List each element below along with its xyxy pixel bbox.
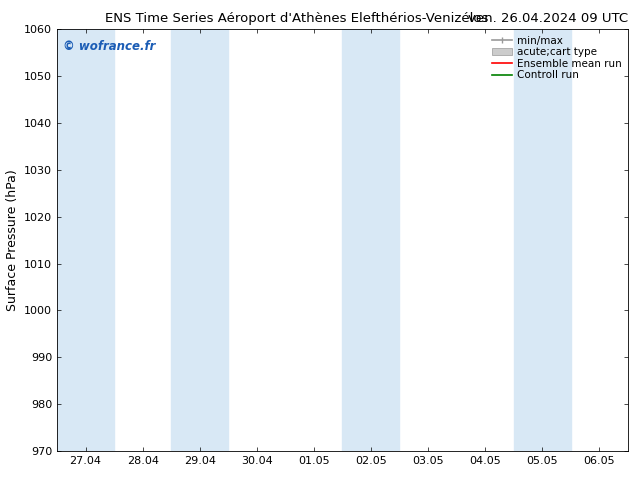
Bar [342, 29, 399, 451]
Text: © wofrance.fr: © wofrance.fr [63, 40, 155, 53]
Y-axis label: Surface Pressure (hPa): Surface Pressure (hPa) [6, 169, 18, 311]
Text: ENS Time Series Aéroport d'Athènes Elefthérios-Venizélos: ENS Time Series Aéroport d'Athènes Eleft… [105, 12, 488, 25]
Bar [171, 29, 228, 451]
Bar [57, 29, 114, 451]
Bar [514, 29, 571, 451]
Legend: min/max, acute;cart type, Ensemble mean run, Controll run: min/max, acute;cart type, Ensemble mean … [488, 31, 626, 84]
Text: ven. 26.04.2024 09 UTC: ven. 26.04.2024 09 UTC [467, 12, 628, 25]
